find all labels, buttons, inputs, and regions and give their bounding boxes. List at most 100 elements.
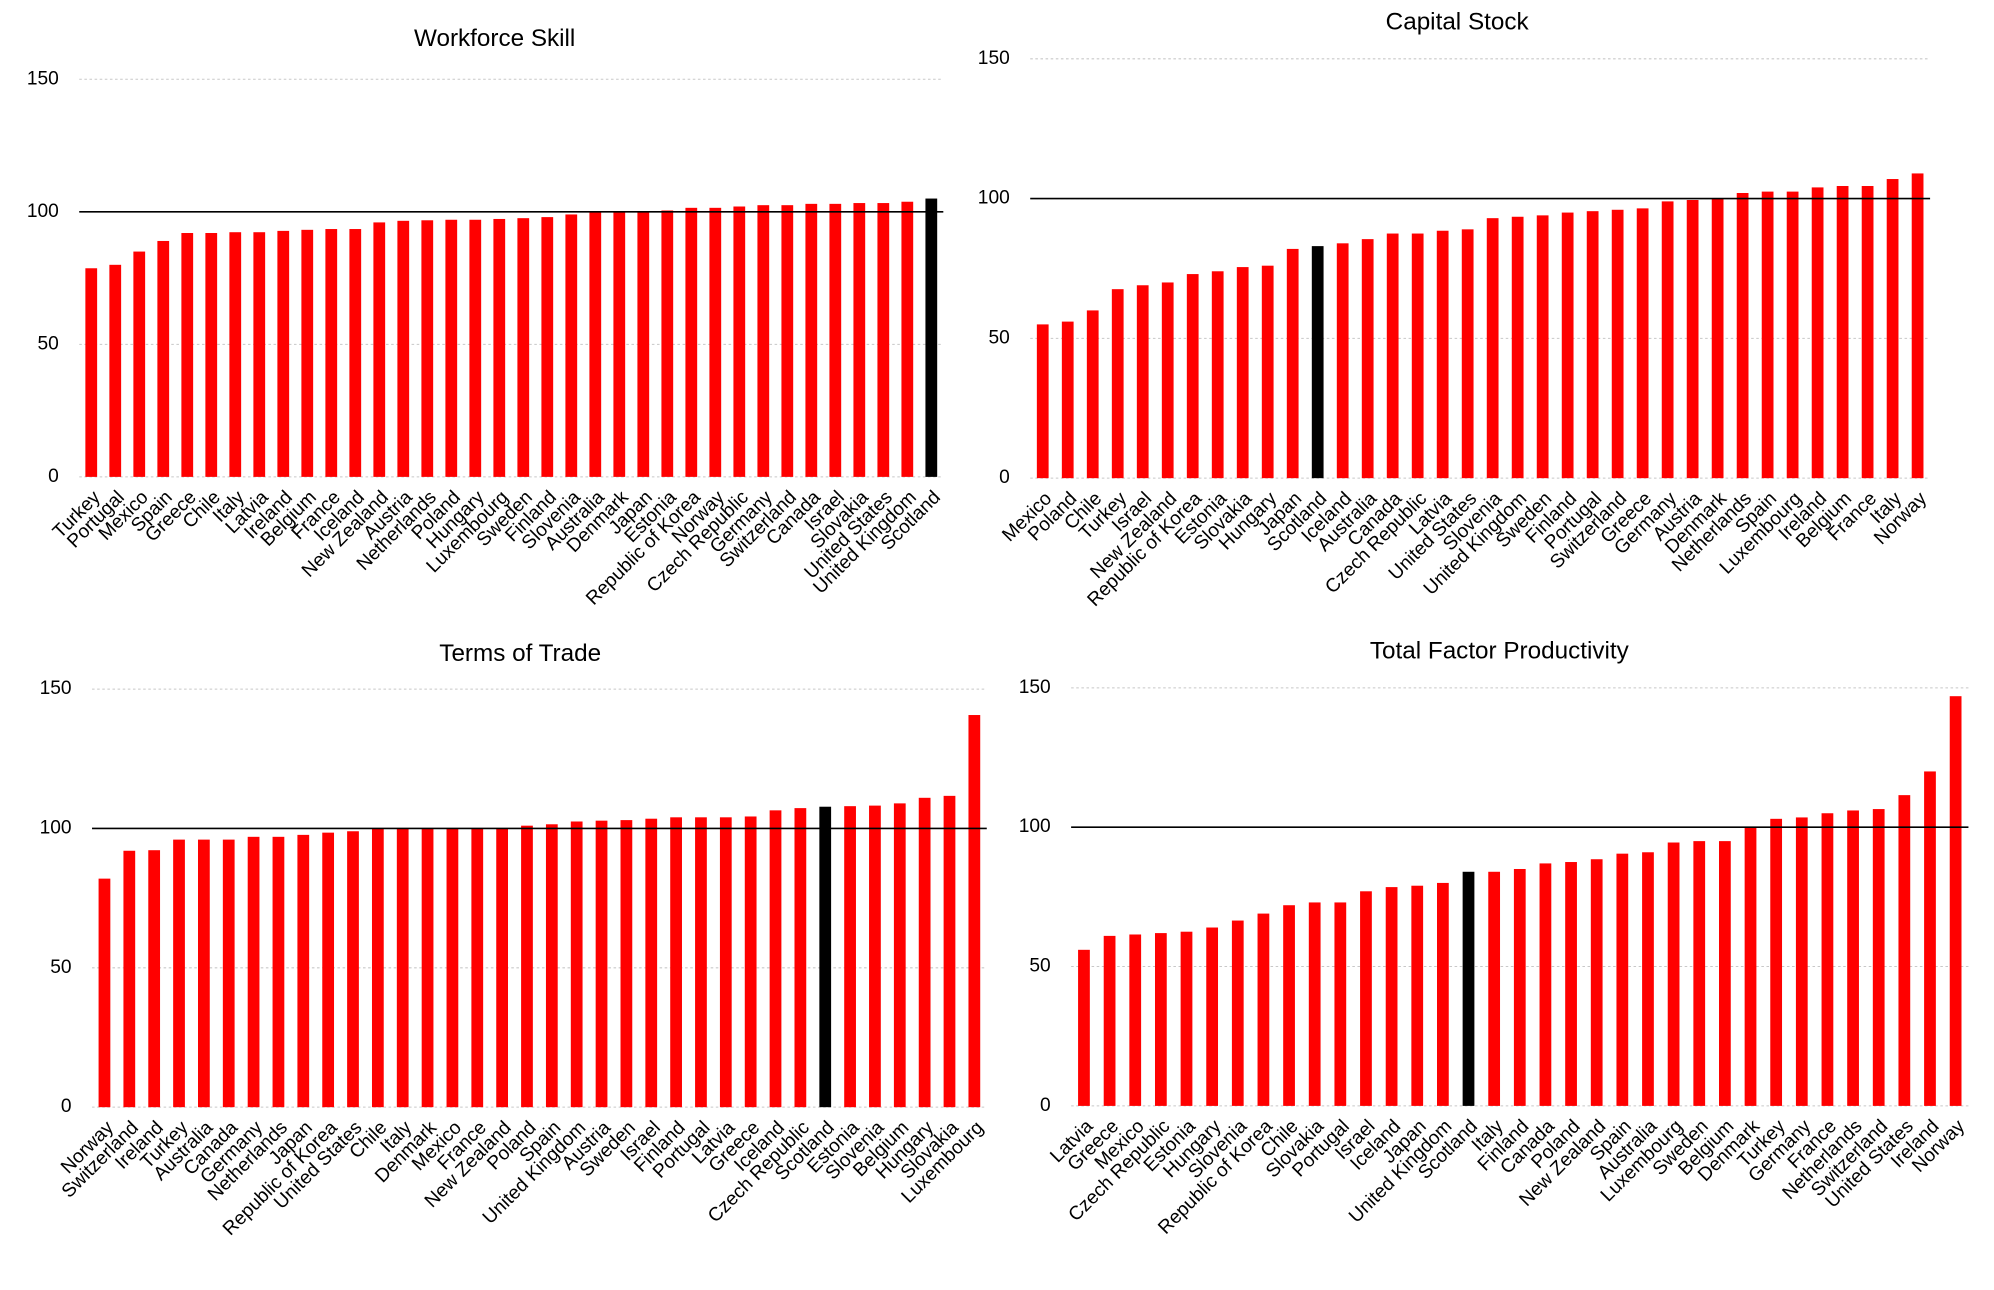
bar [471,828,484,1108]
bar [1886,179,1899,479]
bar [1786,191,1799,479]
bar [1561,212,1574,479]
bar [1231,920,1244,1106]
bar [769,810,782,1108]
bar [719,817,732,1108]
bar [1836,186,1849,479]
bar [445,219,458,477]
bar [1616,853,1629,1106]
bar [133,251,146,477]
bar [297,834,310,1108]
bar [1186,274,1199,479]
y-tick-label: 100 [978,188,1010,209]
bar [1286,248,1299,479]
chart-title: Capital Stock [1386,8,1530,35]
bar [253,232,266,477]
bar [1308,902,1321,1106]
bar [148,850,161,1108]
bar [805,203,818,477]
y-tick-label: 0 [999,467,1010,488]
bar [496,828,509,1108]
bar [1642,852,1654,1106]
bar [661,210,674,477]
bar [1693,841,1706,1106]
bar [968,715,981,1108]
bar [109,264,122,477]
bar [98,878,111,1108]
bar [396,828,409,1108]
bar [1154,933,1167,1106]
bar [277,230,290,477]
bar [853,203,866,477]
bar [1257,913,1270,1106]
bar [1236,267,1249,479]
bar [371,828,384,1108]
bar [469,219,482,477]
bar [1361,239,1374,479]
bar [1488,871,1501,1106]
y-tick-label: 150 [978,48,1010,69]
bar [1761,191,1774,479]
bar [645,818,658,1108]
bar [229,232,242,477]
bar [1161,282,1174,479]
bar [181,233,194,477]
bar [421,220,434,477]
y-tick-label: 100 [40,818,72,839]
bar [1180,931,1193,1106]
y-tick-label: 50 [1029,956,1050,977]
bar [893,803,906,1108]
bar [247,836,260,1108]
bar [349,229,362,477]
bar [1636,208,1649,479]
y-tick-label: 150 [40,678,72,699]
bar [1061,321,1074,479]
bar [1565,862,1577,1106]
bar [545,824,558,1108]
bar [1386,233,1399,479]
bar [1206,927,1219,1106]
bar [685,207,698,477]
bar [541,217,554,477]
bar [918,797,931,1108]
bar [829,203,842,477]
bar [222,839,235,1108]
bar [1736,193,1749,479]
bar [1711,198,1724,479]
bar [1847,810,1859,1106]
bar [1360,891,1372,1106]
bar [521,825,533,1108]
bar [373,222,386,477]
bar [446,828,459,1108]
y-tick-label: 0 [61,1096,72,1117]
bar [1283,905,1295,1106]
bar [570,821,583,1108]
bar [1136,285,1149,479]
bar [1486,218,1499,479]
bar [123,850,136,1108]
y-tick-label: 50 [37,333,58,354]
bar [1078,949,1090,1106]
bar [1111,289,1124,479]
bar [1686,199,1699,479]
bar [1911,173,1924,479]
y-tick-label: 0 [48,466,59,487]
bar [1436,230,1449,479]
bar [1586,211,1599,479]
bar [670,817,682,1108]
bar [517,218,530,477]
bar [173,839,185,1108]
bar [620,820,633,1108]
bar [733,206,746,477]
bar [301,229,314,477]
bar [794,808,807,1108]
bar [695,817,707,1108]
bar [1861,186,1874,479]
bar [1611,209,1624,479]
y-tick-label: 100 [27,201,59,222]
bar [1411,233,1424,479]
bar [589,211,602,477]
bar [877,203,890,477]
bar [595,820,608,1108]
bar [1311,246,1324,479]
